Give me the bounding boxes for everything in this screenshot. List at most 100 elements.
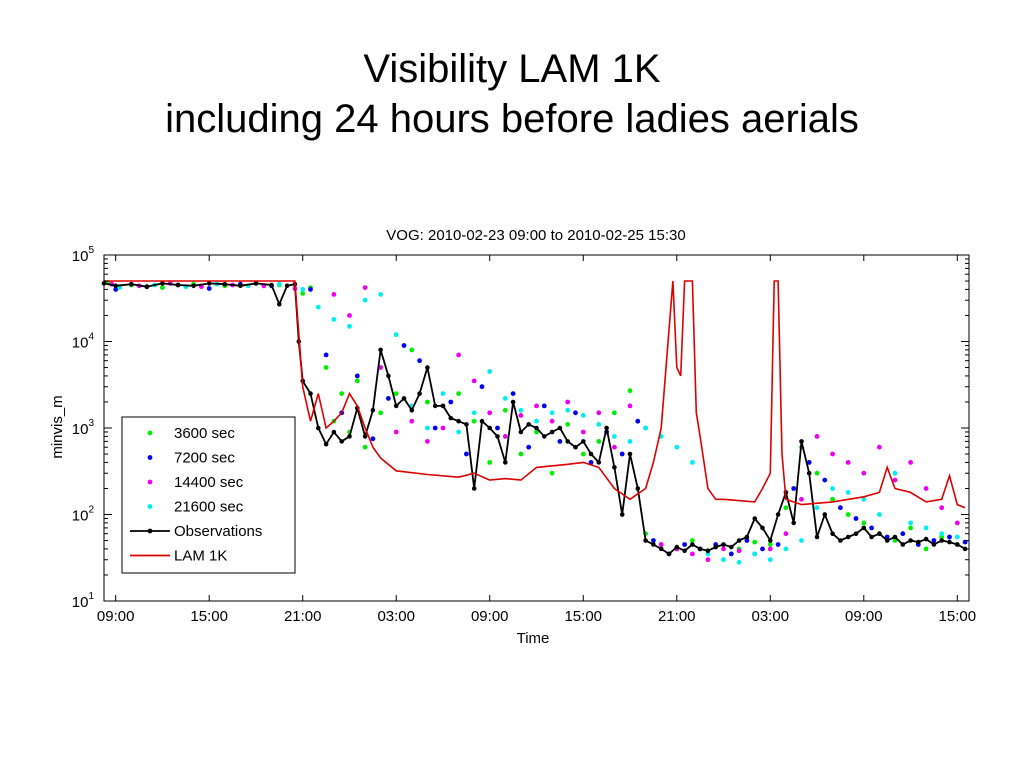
data-point xyxy=(651,542,656,547)
legend-item: Observations xyxy=(130,523,262,540)
data-point xyxy=(884,534,890,540)
y-axis-label: minvis_m xyxy=(49,395,66,458)
data-point xyxy=(806,470,812,476)
data-point xyxy=(315,304,321,310)
data-point xyxy=(362,285,368,290)
data-point xyxy=(845,534,851,540)
data-point xyxy=(767,546,773,552)
data-point xyxy=(760,525,765,531)
slide-title-line-1: Visibility LAM 1K xyxy=(363,47,661,91)
data-point xyxy=(892,470,898,476)
data-point xyxy=(853,516,859,521)
data-point xyxy=(775,542,781,547)
data-point xyxy=(409,418,415,424)
data-point xyxy=(627,451,633,457)
data-point xyxy=(736,559,742,565)
data-point xyxy=(518,413,524,418)
data-point xyxy=(627,439,633,444)
x-tick-label: 03:00 xyxy=(752,608,790,625)
data-point xyxy=(425,439,430,444)
data-point xyxy=(160,281,165,286)
data-point xyxy=(736,538,742,543)
data-point xyxy=(619,451,625,457)
data-point xyxy=(697,546,703,552)
data-point xyxy=(760,546,765,552)
x-tick-label: 09:00 xyxy=(471,608,509,625)
data-point xyxy=(861,496,867,502)
data-point xyxy=(495,434,500,439)
data-point xyxy=(440,425,446,431)
data-point xyxy=(526,422,531,427)
data-point xyxy=(456,429,461,435)
data-point xyxy=(354,378,360,384)
data-point xyxy=(643,538,648,543)
data-point xyxy=(331,429,337,435)
data-point xyxy=(908,525,913,531)
x-tick-label: 09:00 xyxy=(845,608,883,625)
data-point xyxy=(604,425,609,431)
data-point xyxy=(954,534,960,540)
data-point xyxy=(690,551,695,557)
data-point xyxy=(534,403,539,409)
x-tick-label: 03:00 xyxy=(377,608,415,625)
data-point xyxy=(861,520,867,526)
legend-label: Observations xyxy=(174,523,262,540)
data-point xyxy=(923,536,929,542)
data-point xyxy=(877,512,882,517)
data-point xyxy=(931,538,937,543)
data-point xyxy=(939,531,945,537)
data-point xyxy=(464,451,469,457)
data-point xyxy=(316,425,321,431)
legend-label: LAM 1K xyxy=(174,548,227,565)
data-point xyxy=(775,512,781,517)
data-point xyxy=(892,477,898,483)
data-point xyxy=(471,410,477,416)
data-point xyxy=(206,281,212,286)
data-point xyxy=(549,410,555,416)
data-point xyxy=(635,486,641,491)
axis-ticks: 09:00 15:00 21:00 03:00 09:00 15:00 21:00 03:00… xyxy=(72,245,976,625)
data-point xyxy=(487,410,493,416)
data-point xyxy=(838,538,843,543)
data-point xyxy=(580,451,586,457)
chart-title: VOG: 2010-02-23 09:00 to 2010-02-25 15:3… xyxy=(386,227,685,244)
data-point xyxy=(752,539,758,545)
legend-item: 21600 sec xyxy=(147,499,244,516)
data-point xyxy=(495,425,500,431)
data-point xyxy=(845,460,851,465)
data-point xyxy=(300,291,306,296)
data-point xyxy=(939,534,945,540)
data-point xyxy=(393,391,399,396)
data-point xyxy=(471,486,477,491)
data-point xyxy=(339,391,345,396)
data-point xyxy=(814,434,820,439)
data-point xyxy=(300,287,306,292)
data-point xyxy=(916,539,921,545)
data-point xyxy=(160,285,165,290)
data-point xyxy=(728,551,734,557)
data-point xyxy=(573,444,578,450)
data-point xyxy=(705,557,711,563)
data-point xyxy=(565,422,571,427)
data-point xyxy=(534,429,539,435)
legend-item: LAM 1K xyxy=(130,548,227,565)
data-point xyxy=(565,407,571,413)
data-point xyxy=(386,373,391,379)
data-point xyxy=(806,460,812,465)
data-point xyxy=(674,544,680,550)
legend-label: 21600 sec xyxy=(174,499,244,516)
data-point xyxy=(845,490,851,495)
data-point xyxy=(471,378,477,384)
data-point xyxy=(744,534,750,540)
data-point xyxy=(908,538,913,543)
data-point xyxy=(830,531,835,536)
data-point xyxy=(510,399,516,405)
data-point xyxy=(222,281,228,287)
data-point xyxy=(432,425,438,431)
data-point xyxy=(658,546,664,552)
legend-item: 14400 sec xyxy=(147,474,244,491)
data-point xyxy=(635,418,641,424)
data-point xyxy=(549,429,555,435)
data-point xyxy=(331,317,337,322)
data-point xyxy=(347,323,352,329)
